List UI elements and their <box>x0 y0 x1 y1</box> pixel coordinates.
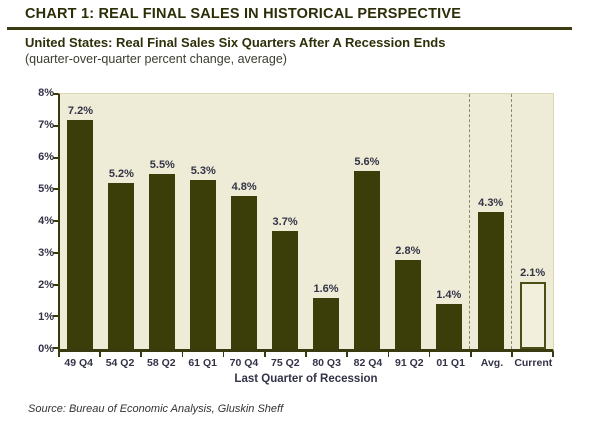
bar-61-q1 <box>190 180 217 349</box>
x-tick-mark <box>552 352 554 357</box>
x-tick-label-54-q2: 54 Q2 <box>105 357 135 369</box>
bar-54-q2 <box>108 183 135 349</box>
bar-01-q1 <box>435 304 462 349</box>
bar-column-avg: 4.3% <box>469 94 513 349</box>
x-tick-mark <box>264 352 266 357</box>
x-tick-mark <box>305 352 307 357</box>
x-axis-labels: 49 Q4 54 Q2 58 Q2 61 Q1 70 Q4 75 Q2 80 Q3 82 Q4… <box>58 357 554 369</box>
x-tick-mark <box>346 352 348 357</box>
x-tick-mark <box>428 352 431 357</box>
bar-column-82-q4: 5.6% <box>346 94 387 349</box>
value-label-80-q3: 1.6% <box>313 283 339 295</box>
bar-column-58-q2: 5.5% <box>142 94 183 349</box>
bar-column-80-q3: 1.6% <box>306 94 347 349</box>
value-label-82-q4: 5.6% <box>354 155 380 168</box>
value-label-01-q1: 1.4% <box>436 289 462 302</box>
y-tick-mark <box>53 156 58 159</box>
y-tick-mark <box>53 188 58 191</box>
x-tick-mark <box>140 352 142 357</box>
page-title: CHART 1: REAL FINAL SALES IN HISTORICAL … <box>25 6 462 22</box>
x-tick-label-82-q4: 82 Q4 <box>353 357 383 369</box>
x-tick-mark <box>181 352 184 357</box>
x-tick-label-58-q2: 58 Q2 <box>147 357 176 369</box>
x-tick-label-avg: Avg. <box>480 357 504 369</box>
chart-subtitle: United States: Real Final Sales Six Quar… <box>25 35 446 50</box>
y-tick-label-4pct: 4% <box>38 215 54 227</box>
value-label-58-q2: 5.5% <box>149 158 175 171</box>
value-label-54-q2: 5.2% <box>108 168 134 181</box>
y-tick-label-1pct: 1% <box>38 311 54 323</box>
value-label-91-q2: 2.8% <box>395 244 421 257</box>
y-tick-mark <box>53 220 58 222</box>
value-label-avg: 4.3% <box>478 196 504 209</box>
x-tick-mark <box>222 352 225 357</box>
y-tick-mark <box>53 93 58 95</box>
y-tick-label-7pct: 7% <box>38 119 54 131</box>
bar-70-q4 <box>231 196 258 349</box>
value-label-49-q4: 7.2% <box>67 104 93 117</box>
bar-82-q4 <box>353 170 380 349</box>
y-tick-label-6pct: 6% <box>38 151 54 163</box>
y-tick-mark <box>53 251 58 254</box>
plot-area: 7.2% 5.2% 5.5% 5.3% 4.8% 3.7% 1.6% 5.6% 2.8% 1.4%… <box>58 93 554 352</box>
x-tick-label-61-q1: 61 Q1 <box>188 357 217 369</box>
bar-column-54-q2: 5.2% <box>101 94 142 349</box>
x-tick-mark <box>99 352 101 357</box>
x-axis-ticks <box>58 352 554 357</box>
bar-column-current: 2.1% <box>512 94 553 349</box>
bar-75-q2 <box>272 231 299 349</box>
y-tick-label-2pct: 2% <box>38 279 54 291</box>
x-tick-label-01-q1: 01 Q1 <box>436 357 465 369</box>
value-label-current: 2.1% <box>520 267 546 280</box>
x-tick-mark <box>470 352 472 357</box>
chart-units-note: (quarter-over-quarter percent change, av… <box>25 52 287 66</box>
x-tick-mark <box>387 352 390 357</box>
bar-column-70-q4: 4.8% <box>224 94 265 349</box>
x-tick-mark <box>511 352 513 357</box>
bar-91-q2 <box>394 259 421 349</box>
value-label-70-q4: 4.8% <box>231 181 257 193</box>
y-tick-mark <box>53 347 58 349</box>
bar-column-49-q4: 7.2% <box>60 94 101 349</box>
bar-column-01-q1: 1.4% <box>428 94 469 349</box>
bar-column-61-q1: 5.3% <box>183 94 224 349</box>
x-tick-label-80-q3: 80 Q3 <box>312 357 341 369</box>
x-axis-title: Last Quarter of Recession <box>234 373 378 385</box>
y-axis: 8% 7% 6% 5% 4% 3% 2% 1% 0% <box>20 87 54 355</box>
x-tick-label-75-q2: 75 Q2 <box>271 357 300 369</box>
y-tick-label-0pct: 0% <box>38 343 54 355</box>
y-tick-label-3pct: 3% <box>38 247 54 259</box>
y-tick-label-8pct: 8% <box>38 87 54 99</box>
y-tick-label-5pct: 5% <box>38 183 54 195</box>
x-tick-label-49-q4: 49 Q4 <box>64 357 93 369</box>
value-label-61-q1: 5.3% <box>190 165 216 178</box>
y-tick-mark <box>53 283 58 286</box>
bar-80-q3 <box>312 298 339 349</box>
y-tick-mark <box>53 124 58 127</box>
bar-58-q2 <box>149 173 176 349</box>
bar-49-q4 <box>67 119 94 349</box>
source-note: Source: Bureau of Economic Analysis, Glu… <box>28 403 284 415</box>
bar-column-75-q2: 3.7% <box>265 94 306 349</box>
bar-current <box>519 282 546 349</box>
x-tick-label-91-q2: 91 Q2 <box>394 357 424 369</box>
y-tick-mark <box>53 315 58 318</box>
value-label-75-q2: 3.7% <box>272 216 298 229</box>
x-tick-label-current: Current <box>514 357 553 369</box>
bar-column-91-q2: 2.8% <box>387 94 428 349</box>
x-tick-mark <box>58 352 60 357</box>
x-tick-label-70-q4: 70 Q4 <box>229 357 259 369</box>
bar-avg <box>477 211 504 349</box>
title-divider <box>7 27 572 30</box>
